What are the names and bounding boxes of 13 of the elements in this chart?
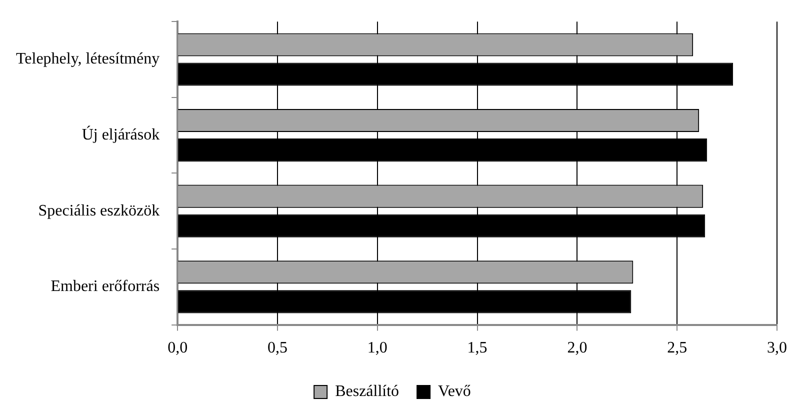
legend-label: Vevő [438,383,471,400]
y-tick-label: Speciális eszközök [38,202,160,220]
legend-label: Beszállító [335,383,400,400]
x-tick-label: 0,0 [168,340,188,357]
y-tick-label: Telephely, létesítmény [16,50,160,68]
x-tick-label: 0,5 [267,340,288,357]
x-tick-label: 3,0 [767,340,787,357]
y-tick-label: Emberi erőforrás [50,278,160,296]
x-tick-label: 1,5 [467,340,488,357]
x-tick-label: 2,5 [667,340,688,357]
x-tick-label: 1,0 [367,340,388,357]
x-tick-label: 2,0 [567,340,588,357]
y-tick-label: Új eljárások [82,126,160,144]
